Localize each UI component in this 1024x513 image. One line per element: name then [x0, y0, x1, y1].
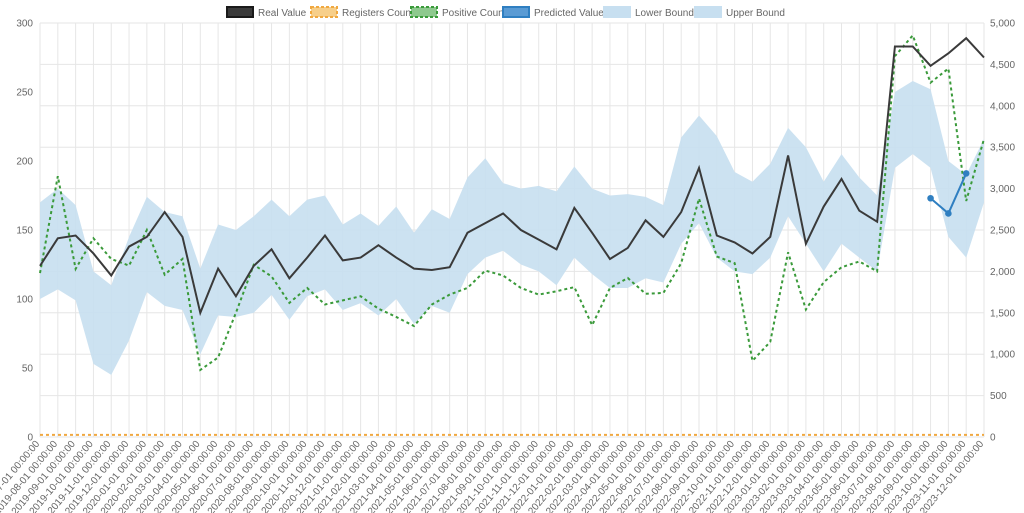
y-right-tick-label: 2,500 [990, 226, 1015, 237]
y-left-tick-label: 50 [22, 364, 34, 375]
y-right-tick-label: 500 [990, 391, 1007, 402]
legend-swatch [310, 6, 338, 18]
legend-label: Registers Count [342, 8, 414, 19]
legend-item-real-value[interactable]: Real Value [226, 6, 307, 19]
y-left-tick-label: 200 [16, 157, 33, 168]
y-right-tick-label: 2,000 [990, 267, 1015, 278]
legend-item-registers-count[interactable]: Registers Count [310, 6, 414, 19]
legend-item-lower-bound[interactable]: Lower Bound [603, 6, 694, 19]
legend[interactable]: Real Value Registers Count Positive Count P… [226, 6, 785, 19]
legend-swatch [603, 6, 631, 18]
series-real-value [39, 36, 985, 317]
series-positive-count [39, 33, 985, 372]
y-right-tick-label: 1,500 [990, 308, 1015, 319]
predicted-value-point[interactable] [927, 194, 934, 202]
legend-label: Real Value [258, 8, 307, 19]
legend-item-positive-count[interactable]: Positive Count [410, 6, 507, 19]
y-left-tick-label: 100 [16, 295, 33, 306]
y-left-tick-label: 150 [16, 226, 33, 237]
y-right-tick-label: 0 [990, 433, 996, 444]
y-left-tick-label: 250 [16, 88, 33, 99]
y-right-tick-label: 5,000 [990, 19, 1015, 30]
series-lines [39, 33, 985, 436]
predicted-value-point[interactable] [945, 210, 952, 217]
legend-swatch [694, 6, 722, 18]
legend-label: Positive Count [442, 8, 507, 19]
y-left-tick-label: 0 [27, 433, 33, 444]
bounds-band-area [40, 80, 984, 375]
legend-swatch [410, 6, 438, 18]
predicted-value-point[interactable] [962, 170, 970, 177]
bounds-band [40, 80, 984, 375]
legend-label: Upper Bound [726, 8, 785, 19]
y-left-tick-label: 300 [16, 19, 33, 30]
y-right-tick-label: 3,500 [990, 143, 1015, 154]
legend-label: Predicted Value [534, 8, 604, 19]
legend-swatch [502, 6, 530, 18]
y-right-tick-label: 1,000 [990, 350, 1015, 361]
y-right-tick-label: 3,000 [990, 184, 1015, 195]
y-right-tick-label: 4,000 [990, 101, 1015, 112]
legend-item-predicted-value[interactable]: Predicted Value [502, 6, 604, 19]
legend-label: Lower Bound [635, 8, 694, 19]
y-right-tick-label: 4,500 [990, 60, 1015, 71]
legend-swatch [226, 6, 254, 18]
legend-item-upper-bound[interactable]: Upper Bound [694, 6, 785, 19]
